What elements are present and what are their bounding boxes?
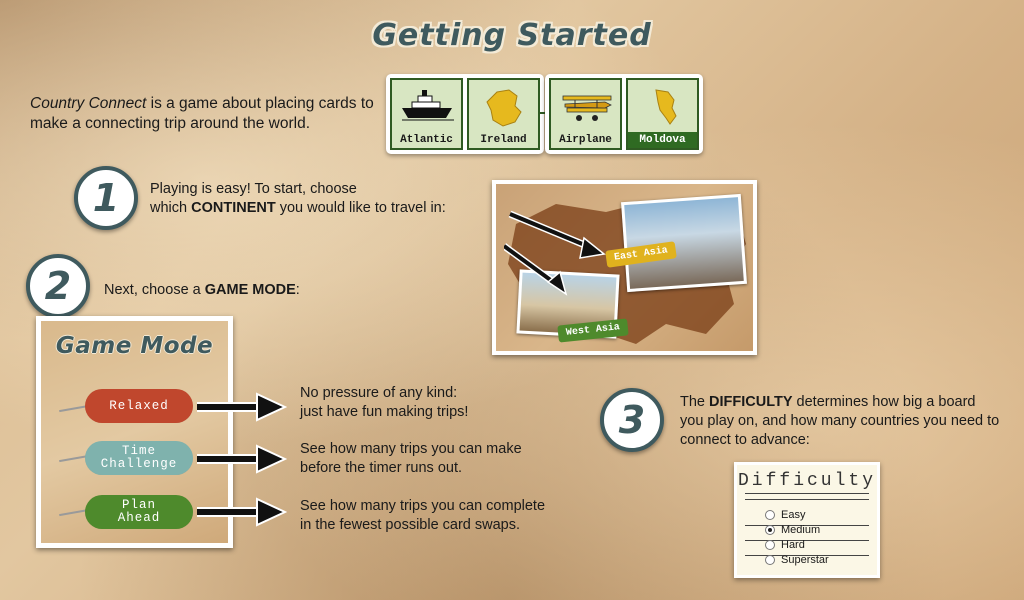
mode-label: Relaxed bbox=[109, 398, 169, 413]
card-airplane: Airplane bbox=[549, 78, 622, 150]
pill-fill bbox=[85, 441, 193, 475]
step-2-line-c: : bbox=[295, 282, 300, 298]
mode-relaxed-button[interactable]: Relaxed bbox=[85, 389, 193, 423]
divider bbox=[745, 540, 869, 541]
card-moldova: Moldova bbox=[626, 78, 699, 150]
game-name: Country Connect bbox=[30, 95, 147, 112]
difficulty-option-superstar[interactable]: Superstar bbox=[765, 554, 829, 566]
game-mode-title: Game Mode bbox=[55, 333, 214, 359]
difficulty-option-medium[interactable]: Medium bbox=[765, 524, 820, 536]
mode-time-challenge-button[interactable]: Time Challenge bbox=[85, 441, 193, 475]
step-1-text: Playing is easy! To start, choose which … bbox=[150, 180, 446, 218]
divider bbox=[745, 499, 869, 500]
step-3-line-a: The bbox=[680, 394, 710, 410]
divider bbox=[745, 493, 869, 494]
arrow-right-icon bbox=[197, 444, 287, 474]
step-3-badge: 3 bbox=[600, 388, 664, 452]
step-2-text: Next, choose a GAME MODE: bbox=[104, 281, 300, 300]
mode-relaxed-description: No pressure of any kind: just have fun m… bbox=[300, 384, 468, 422]
card-atlantic: Atlantic bbox=[390, 78, 463, 150]
step-2-badge: 2 bbox=[26, 254, 90, 318]
step-1-line-b: which bbox=[150, 200, 192, 216]
mode-plan-ahead-button[interactable]: Plan Ahead bbox=[85, 495, 193, 529]
mode-plan-ahead-description: See how many trips you can complete in t… bbox=[300, 497, 545, 535]
step-2-line-a: Next, choose a bbox=[104, 282, 205, 298]
pill-fill bbox=[85, 495, 193, 529]
ship-icon bbox=[402, 90, 454, 121]
card-label: Airplane bbox=[559, 134, 612, 146]
mode-label-line2: Ahead bbox=[117, 511, 161, 525]
difficulty-option-easy[interactable]: Easy bbox=[765, 509, 805, 521]
map-background: East Asia West Asia bbox=[496, 184, 753, 351]
page-title: Getting Started bbox=[372, 18, 652, 53]
difficulty-panel: Difficulty Easy Medium Hard Superstar bbox=[734, 462, 880, 578]
card-group-1: Atlantic Ireland bbox=[386, 74, 544, 154]
ireland-map-icon bbox=[486, 89, 522, 127]
biplane-icon bbox=[562, 95, 612, 121]
divider bbox=[745, 525, 869, 526]
step-1-badge: 1 bbox=[74, 166, 138, 230]
option-label: Medium bbox=[781, 524, 821, 536]
step-1-line-c: you would like to travel in: bbox=[275, 200, 446, 216]
radio-icon[interactable] bbox=[765, 510, 775, 520]
continent-map[interactable]: East Asia West Asia bbox=[492, 180, 757, 355]
game-mode-background: Game Mode Relaxed Time Challenge Plan Ah… bbox=[41, 321, 228, 543]
step-1-line-a: Playing is easy! To start, choose bbox=[150, 181, 357, 197]
intro-body: is a game about placing cards to make a … bbox=[30, 95, 374, 132]
desc-line2: in the fewest possible card swaps. bbox=[300, 517, 521, 533]
arrow-right-icon bbox=[197, 497, 287, 527]
radio-icon[interactable] bbox=[765, 540, 775, 550]
card-label: Moldova bbox=[628, 132, 697, 148]
difficulty-option-hard[interactable]: Hard bbox=[765, 539, 805, 551]
step-3-line-c: determines how big a board you play on, … bbox=[680, 394, 1000, 448]
difficulty-title: Difficulty bbox=[737, 471, 877, 491]
option-label: Superstar bbox=[781, 554, 829, 566]
card-label: Atlantic bbox=[400, 134, 453, 146]
step-1-bold: CONTINENT bbox=[191, 200, 276, 216]
card-group-2: Airplane Moldova bbox=[545, 74, 703, 154]
option-label: Easy bbox=[781, 509, 806, 521]
option-label: Hard bbox=[781, 539, 805, 551]
radio-selected-icon[interactable] bbox=[765, 525, 775, 535]
moldova-map-icon bbox=[655, 89, 677, 125]
card-label: Ireland bbox=[480, 134, 527, 146]
arrow-right-icon bbox=[197, 392, 287, 422]
step-3-text: The DIFFICULTY determines how big a boar… bbox=[680, 393, 1000, 450]
intro-text: Country Connect is a game about placing … bbox=[30, 94, 380, 134]
mode-time-challenge-description: See how many trips you can make before t… bbox=[300, 440, 522, 478]
radio-icon[interactable] bbox=[765, 555, 775, 565]
divider bbox=[745, 555, 869, 556]
desc-line2: just have fun making trips! bbox=[300, 404, 469, 420]
photo-east-asia bbox=[621, 193, 747, 293]
mode-label-line2: Challenge bbox=[100, 457, 178, 471]
step-3-bold: DIFFICULTY bbox=[709, 394, 793, 410]
mode-label-line1: Plan bbox=[121, 498, 156, 512]
mode-label-line1: Time bbox=[121, 444, 156, 458]
desc-line1: See how many trips you can complete bbox=[300, 498, 546, 514]
card-ireland: Ireland bbox=[467, 78, 540, 150]
pointer-arrows bbox=[504, 210, 606, 296]
pill-fill bbox=[85, 389, 193, 423]
desc-line1: See how many trips you can make bbox=[300, 441, 522, 457]
desc-line2: before the timer runs out. bbox=[300, 460, 462, 476]
step-2-bold: GAME MODE bbox=[204, 282, 296, 298]
desc-line1: No pressure of any kind: bbox=[300, 385, 458, 401]
